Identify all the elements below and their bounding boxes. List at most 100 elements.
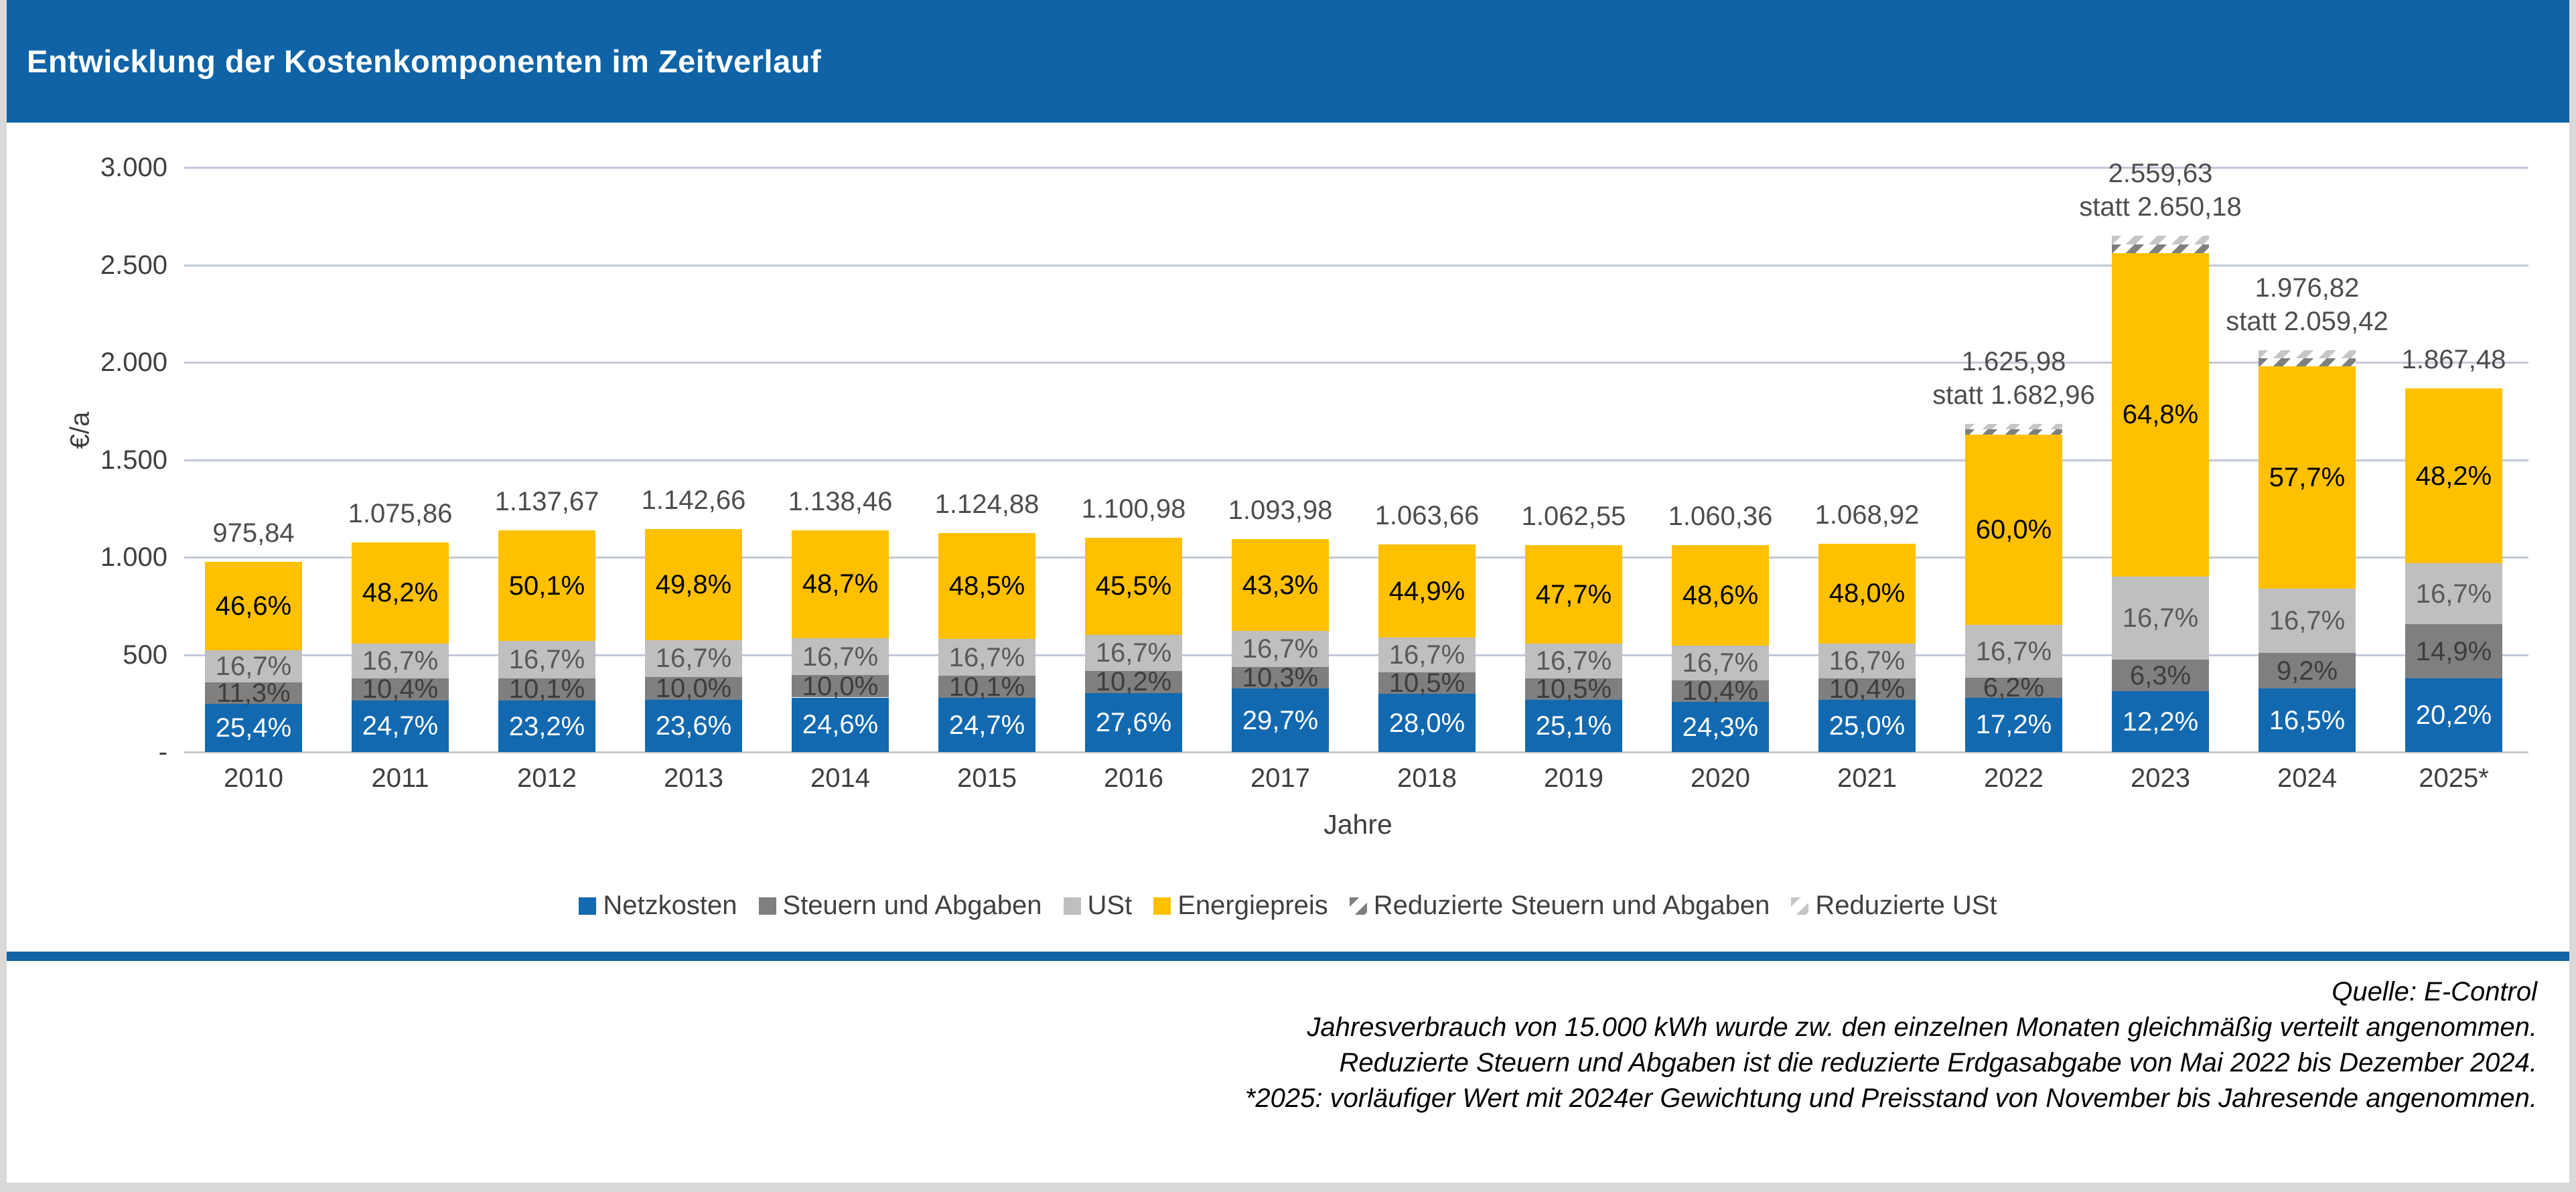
- segment-percent-label: 16,5%: [2269, 705, 2346, 735]
- segment-percent-label: 16,7%: [948, 642, 1025, 672]
- segment-percent-label: 45,5%: [1095, 571, 1172, 601]
- segment-percent-label: 16,7%: [1829, 646, 1906, 676]
- bar-total-label: 1.976,82 statt 2.059,42: [2100, 271, 2515, 338]
- x-tick-label: 2025*: [2419, 763, 2489, 793]
- footer-source-line: Quelle: E-Control: [2332, 977, 2537, 1007]
- bar-total-label: 1.138,46: [633, 485, 1048, 518]
- x-axis-title: Jahre: [1323, 809, 1392, 840]
- bar-segment-reduzierte-ust: [2259, 350, 2356, 359]
- footer-separator-bar: [7, 952, 2569, 961]
- bar-total-value: 1.867,48: [2401, 344, 2506, 374]
- bar-segment-netzkosten: 25,1%: [1525, 700, 1622, 752]
- bar-total-value: 1.138,46: [788, 486, 893, 516]
- gridline: [184, 654, 2528, 656]
- bar-segment-ust: 16,7%: [2112, 576, 2209, 660]
- x-tick-label: 2015: [957, 763, 1017, 793]
- segment-percent-label: 9,2%: [2276, 656, 2338, 686]
- segment-percent-label: 10,5%: [1388, 668, 1465, 698]
- segment-percent-label: 10,4%: [1682, 676, 1759, 706]
- x-tick-label: 2013: [664, 763, 723, 793]
- bar-total-label: 1.142,66: [486, 483, 902, 517]
- bar-segment-energiepreis: 48,7%: [792, 530, 889, 639]
- y-tick-label: 1.500: [100, 445, 167, 475]
- segment-percent-label: 44,9%: [1388, 576, 1465, 606]
- bar-segment-steuern-und-abgaben: 14,9%: [2405, 624, 2502, 679]
- segment-percent-label: 48,5%: [948, 571, 1025, 601]
- bar-segment-ust: 16,7%: [1672, 646, 1769, 680]
- bar-segment-energiepreis: 57,7%: [2259, 366, 2356, 589]
- bar-segment-netzkosten: 23,6%: [645, 699, 742, 752]
- legend-swatch-ust: [1063, 897, 1081, 915]
- segment-percent-label: 6,2%: [1983, 672, 2045, 702]
- bar-statt-label: statt 2.059,42: [2226, 307, 2388, 337]
- bar-segment-steuern-und-abgaben: 10,4%: [352, 676, 449, 702]
- bar-segment-steuern-und-abgaben: 10,1%: [498, 674, 595, 704]
- bar-segment-netzkosten: 24,7%: [938, 698, 1035, 752]
- bar-total-label: 1.093,98: [1073, 494, 1488, 527]
- segment-percent-label: 48,0%: [1829, 579, 1906, 609]
- x-tick-label: 2018: [1397, 763, 1457, 793]
- bar-total-value: 1.142,66: [641, 486, 746, 516]
- segment-percent-label: 29,7%: [1242, 705, 1319, 735]
- bar-total-value: 2.559,63: [2108, 158, 2213, 188]
- footer-notes: Quelle: E-Control Jahresverbrauch von 15…: [528, 974, 2537, 1116]
- bar-segment-energiepreis: 43,3%: [1232, 538, 1329, 631]
- segment-percent-label: 16,7%: [1975, 636, 2052, 666]
- footer-note-line: Jahresverbrauch von 15.000 kWh wurde zw.…: [1307, 1013, 2537, 1042]
- segment-percent-label: 10,1%: [508, 674, 585, 704]
- bar-segment-steuern-und-abgaben: 9,2%: [2259, 653, 2356, 689]
- bar-total-label: 1.060,36: [1513, 500, 1928, 533]
- footer-note-line: Reduzierte Steuern und Abgaben ist die r…: [1339, 1048, 2537, 1077]
- legend-item-netzkosten: Netzkosten: [579, 891, 737, 921]
- bar-total-value: 1.063,66: [1374, 501, 1480, 531]
- segment-percent-label: 16,7%: [2415, 579, 2492, 609]
- segment-percent-label: 10,2%: [1095, 667, 1172, 697]
- bar-segment-ust: 16,7%: [205, 650, 302, 682]
- frame-border-left: [0, 0, 7, 1192]
- segment-percent-label: 16,7%: [1535, 646, 1612, 676]
- bar-total-value: 975,84: [212, 518, 295, 548]
- bar-total-label: 1.625,98 statt 1.682,96: [1806, 345, 2222, 412]
- x-tick-label: 2011: [371, 763, 429, 793]
- y-axis-title: €/a: [65, 411, 95, 449]
- segment-percent-label: 48,6%: [1682, 581, 1759, 611]
- bar-total-value: 1.100,98: [1081, 494, 1186, 524]
- bar-segment-ust: 16,7%: [1818, 643, 1916, 678]
- title-bar: Entwicklung der Kostenkomponenten im Zei…: [7, 0, 2569, 123]
- segment-percent-label: 24,6%: [802, 710, 879, 740]
- segment-percent-label: 27,6%: [1095, 707, 1172, 737]
- gridline: [184, 362, 2528, 364]
- segment-percent-label: 12,2%: [2122, 706, 2199, 737]
- bar-segment-netzkosten: 17,2%: [1965, 697, 2062, 752]
- bar-segment-reduzierte-ust: [1965, 423, 2062, 430]
- legend-label: Steuern und Abgaben: [782, 891, 1042, 920]
- gridline: [184, 459, 2528, 461]
- x-tick-label: 2024: [2277, 763, 2337, 793]
- bar-segment-steuern-und-abgaben: 10,1%: [938, 674, 1035, 700]
- bar-statt-label: statt 2.650,18: [2079, 192, 2242, 222]
- legend-label: Reduzierte USt: [1815, 891, 1997, 920]
- bar-segment-netzkosten: 28,0%: [1378, 694, 1476, 752]
- bar-total-label: 975,84: [46, 516, 461, 550]
- bar-segment-steuern-und-abgaben: 10,0%: [645, 675, 742, 702]
- legend-label: Netzkosten: [603, 891, 737, 920]
- segment-percent-label: 48,2%: [362, 578, 439, 608]
- bar-segment-netzkosten: 27,6%: [1085, 692, 1182, 752]
- segment-percent-label: 24,3%: [1682, 712, 1759, 742]
- legend-label: Reduzierte Steuern und Abgaben: [1373, 891, 1770, 920]
- segment-percent-label: 43,3%: [1242, 570, 1319, 600]
- segment-percent-label: 57,7%: [2269, 463, 2346, 493]
- legend-item-energiepreis: Energiepreis: [1153, 891, 1328, 921]
- bar-total-label: 1.124,88: [780, 488, 1195, 521]
- bar-segment-netzkosten: 16,5%: [2259, 688, 2356, 752]
- bar-segment-ust: 16,7%: [498, 641, 595, 678]
- bar-segment-energiepreis: 48,6%: [1672, 545, 1769, 646]
- segment-percent-label: 25,0%: [1829, 711, 1906, 741]
- segment-percent-label: 49,8%: [655, 569, 732, 599]
- segment-percent-label: 10,4%: [1829, 674, 1906, 704]
- segment-percent-label: 16,7%: [508, 645, 585, 675]
- legend-swatch-reduzierte-ust: [1791, 897, 1809, 915]
- segment-percent-label: 48,2%: [2415, 461, 2492, 491]
- bar-segment-steuern-und-abgaben: 11,3%: [205, 680, 302, 706]
